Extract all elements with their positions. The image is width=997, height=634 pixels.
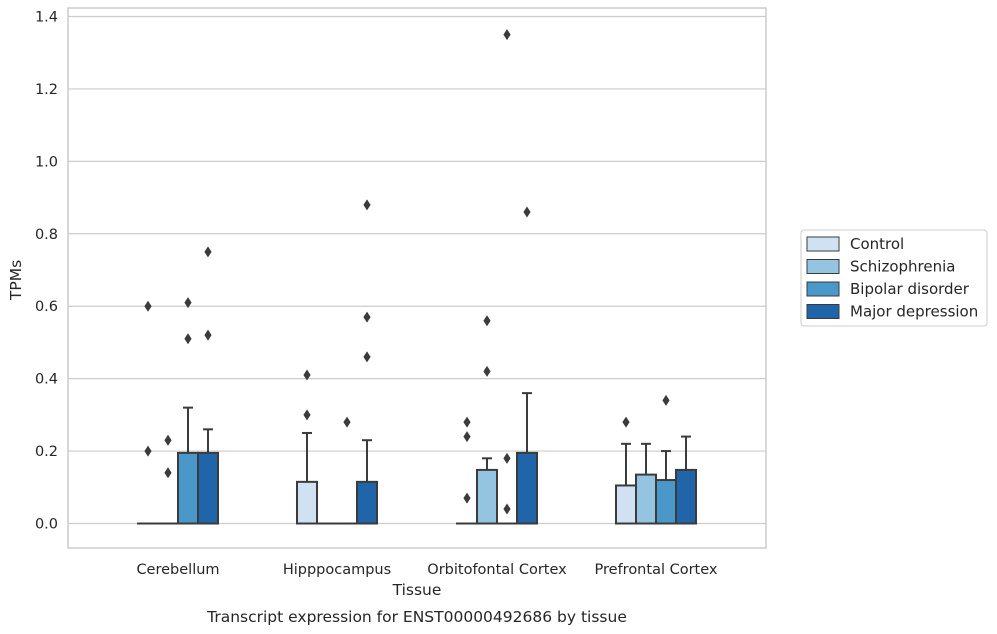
- box: [177, 451, 199, 525]
- legend-label: Control: [850, 235, 904, 253]
- box-schizophrenia: [476, 457, 498, 525]
- outlier-point: [204, 246, 212, 258]
- x-tick-label: Hipppocampus: [283, 562, 391, 578]
- y-tick-label: 0.0: [35, 517, 58, 533]
- outlier-point: [503, 452, 511, 464]
- legend: Control Schizophrenia Bipolar disorder Majo…: [800, 229, 988, 327]
- y-tick-label: 1.2: [35, 82, 58, 98]
- legend-label: Schizophrenia: [850, 258, 955, 276]
- box: [356, 480, 378, 525]
- outlier-point: [483, 315, 491, 327]
- outlier-point: [363, 311, 371, 323]
- box-control: [296, 431, 318, 525]
- outlier-point: [164, 434, 172, 446]
- box-major-depression: [197, 428, 219, 525]
- y-tick-label: 0.2: [35, 444, 58, 460]
- outlier-point: [184, 297, 192, 309]
- outlier-point: [622, 416, 630, 428]
- y-tick-label: 0.6: [35, 299, 58, 315]
- x-axis-label: Tissue: [392, 581, 442, 599]
- outlier-point: [363, 199, 371, 211]
- legend-label: Major depression: [850, 303, 978, 321]
- legend-swatch: [806, 281, 840, 297]
- box: [675, 468, 697, 525]
- legend-label: Bipolar disorder: [850, 280, 970, 298]
- box: [296, 480, 318, 525]
- outlier-point: [503, 29, 511, 41]
- outlier-point: [343, 416, 351, 428]
- box: [476, 468, 498, 525]
- box: [635, 473, 657, 525]
- box: [655, 479, 677, 525]
- grid-lines: [68, 15, 766, 525]
- outlier-point: [523, 206, 531, 218]
- outlier-point: [463, 416, 471, 428]
- outlier-point: [204, 329, 212, 341]
- box-bipolar-disorder: [177, 406, 199, 525]
- box: [615, 484, 637, 525]
- outlier-point: [303, 369, 311, 381]
- outlier-point: [363, 351, 371, 363]
- outlier-point: [463, 492, 471, 504]
- y-axis-ticks: 0.0 0.2 0.4 0.6 0.8 1.0 1.2 1.4: [35, 10, 58, 533]
- box: [197, 451, 219, 525]
- outlier-point: [463, 431, 471, 443]
- legend-swatch: [806, 236, 840, 252]
- box-control: [615, 442, 637, 525]
- x-tick-label: Cerebellum: [136, 562, 219, 578]
- y-tick-label: 0.8: [35, 227, 58, 243]
- box-major-depression: [356, 439, 378, 525]
- x-tick-label: Orbitofontal Cortex: [427, 562, 567, 578]
- outlier-point: [144, 300, 152, 312]
- outlier-point: [483, 365, 491, 377]
- y-axis-label: TPMs: [7, 260, 25, 301]
- outlier-point: [303, 409, 311, 421]
- outlier-point: [503, 503, 511, 515]
- y-tick-label: 0.4: [35, 372, 58, 388]
- outliers: [144, 29, 670, 515]
- box-major-depression: [675, 435, 697, 525]
- legend-swatch: [806, 259, 840, 274]
- outlier-point: [164, 467, 172, 479]
- outlier-point: [184, 333, 192, 345]
- outlier-point: [144, 445, 152, 457]
- boxes: [137, 392, 697, 525]
- box: [516, 451, 538, 525]
- y-tick-label: 1.0: [35, 154, 58, 170]
- y-tick-label: 1.4: [35, 10, 58, 26]
- box-bipolar-disorder: [655, 450, 677, 525]
- x-tick-label: Prefrontal Cortex: [595, 562, 718, 578]
- plot-area-frame: [67, 7, 767, 549]
- chart-title: Transcript expression for ENST0000049268…: [206, 608, 627, 626]
- outlier-point: [662, 394, 670, 406]
- legend-swatch: [806, 304, 840, 319]
- box-schizophrenia: [635, 442, 657, 525]
- box-major-depression: [516, 392, 538, 525]
- x-axis-ticks: Cerebellum Hipppocampus Orbitofontal Corte…: [136, 562, 717, 578]
- legend-frame: [800, 229, 988, 327]
